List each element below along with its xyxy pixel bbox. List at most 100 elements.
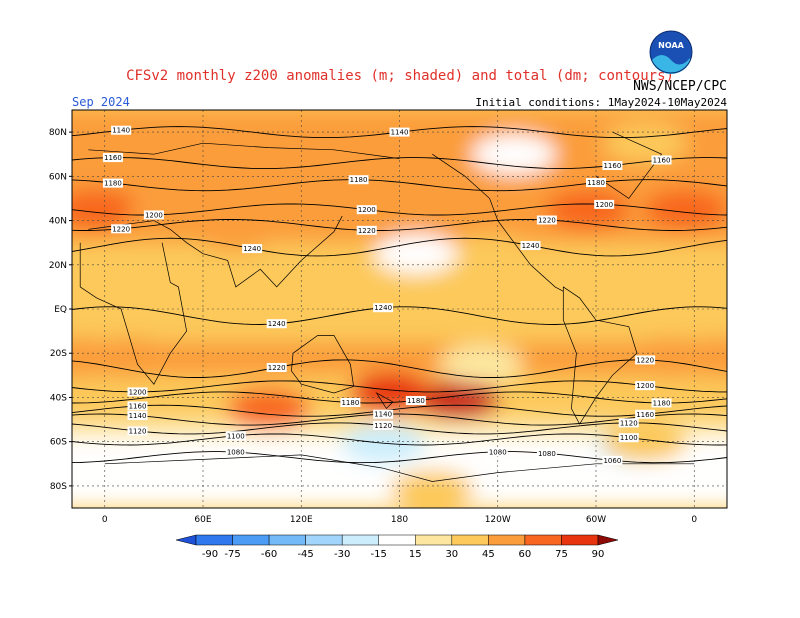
svg-text:1240: 1240 <box>522 242 540 250</box>
svg-text:1200: 1200 <box>129 388 147 396</box>
contour-label: 1180 <box>340 397 361 407</box>
contour-label: 1240 <box>520 241 541 251</box>
contour-label: 1120 <box>127 426 148 436</box>
colorbar-tick-label: -75 <box>224 549 240 560</box>
contour-label: 1180 <box>586 178 606 188</box>
height-contour <box>72 404 727 417</box>
contour-label: 1200 <box>127 387 148 397</box>
contour-label: 1080 <box>487 447 508 457</box>
contour-label: 1180 <box>405 396 426 406</box>
svg-text:1240: 1240 <box>243 245 261 253</box>
svg-text:1160: 1160 <box>653 156 671 164</box>
x-tick-label: 60E <box>194 515 211 525</box>
chart-title: CFSv2 monthly z200 anomalies (m; shaded)… <box>126 68 674 84</box>
grid-lines <box>72 110 727 508</box>
colorbar-box <box>195 534 233 546</box>
x-tick-label: 60W <box>586 515 606 525</box>
y-tick-label: 40N <box>49 217 67 227</box>
contour-label: 1240 <box>242 244 263 254</box>
svg-text:1140: 1140 <box>129 412 147 420</box>
colorbar-box <box>232 534 270 546</box>
height-contour <box>72 433 727 446</box>
height-contour <box>72 219 727 231</box>
coastline <box>595 131 663 199</box>
anomaly-blob <box>603 421 688 462</box>
height-contour <box>72 380 727 393</box>
y-tick-label: 80N <box>49 128 67 138</box>
contour-label: 1160 <box>102 153 123 163</box>
anomaly-blob <box>676 337 727 378</box>
height-contour <box>72 306 727 325</box>
svg-text:1220: 1220 <box>358 227 376 235</box>
contour-label: 1200 <box>594 199 615 209</box>
agency-label: NWS/NCEP/CPC <box>633 79 727 94</box>
colorbar-tick-label: -45 <box>297 549 313 560</box>
y-axis-ticks: 80N 60N 40N 20N EQ 20S 40S 60S 80S <box>49 128 72 492</box>
colorbar-tick-label: -60 <box>261 549 277 560</box>
svg-text:1180: 1180 <box>653 399 671 407</box>
height-contour <box>72 391 727 404</box>
colorbar-box <box>415 534 453 546</box>
x-tick-label: 120E <box>290 515 313 525</box>
x-axis-ticks: 0 60E 120E 180 120W 60W 0 <box>102 515 698 525</box>
height-contour <box>72 413 727 426</box>
contour-label: 1180 <box>651 398 672 408</box>
colorbar-box <box>451 534 489 546</box>
colorbar-box <box>341 534 379 546</box>
svg-text:1080: 1080 <box>227 449 245 457</box>
colorbar-box <box>488 534 526 546</box>
y-tick-label: 20N <box>49 261 67 271</box>
height-contour <box>72 203 727 216</box>
contour-label: 1060 <box>602 455 623 465</box>
svg-text:1180: 1180 <box>341 399 359 407</box>
svg-text:1180: 1180 <box>407 397 425 405</box>
coastline <box>432 153 564 292</box>
height-contour <box>72 237 727 257</box>
contour-label: 1160 <box>127 401 148 411</box>
y-tick-label: 40S <box>50 393 67 403</box>
svg-text:1200: 1200 <box>595 201 613 209</box>
anomaly-blob <box>251 196 336 237</box>
contour-label: 1080 <box>225 447 246 457</box>
colorbar-extend-low <box>175 534 197 546</box>
svg-text:1200: 1200 <box>636 382 654 390</box>
colorbar-extend-high <box>597 534 619 546</box>
contour-label: 1140 <box>111 125 132 135</box>
colorbar-tick-label: -15 <box>371 549 387 560</box>
contour-label: 1200 <box>143 210 164 220</box>
noaa-logo: NOAA <box>649 30 693 75</box>
contour-label: 1220 <box>536 215 557 225</box>
contour-label: 1220 <box>111 224 132 234</box>
x-tick-label: 120W <box>485 515 511 525</box>
y-tick-label: EQ <box>54 305 67 315</box>
colorbar: -90 -75 -60 -45 -30 -15 15 30 45 60 75 90 <box>175 534 619 560</box>
svg-text:1220: 1220 <box>268 364 286 372</box>
coastline <box>79 242 187 385</box>
svg-text:1180: 1180 <box>104 180 122 188</box>
y-tick-label: 60S <box>50 438 67 448</box>
svg-text:1200: 1200 <box>358 206 376 214</box>
contour-label: 1240 <box>266 319 287 329</box>
svg-text:1140: 1140 <box>374 411 392 419</box>
svg-text:1100: 1100 <box>620 434 638 442</box>
anomaly-blob <box>545 189 630 230</box>
contour-label: 1100 <box>618 433 639 443</box>
colorbar-tick-label: 15 <box>409 549 422 560</box>
contour-label: 1140 <box>127 411 148 421</box>
anomaly-band <box>72 342 727 376</box>
initial-conditions: Initial conditions: 1May2024-10May2024 <box>475 96 727 109</box>
anomaly-blob <box>439 344 524 385</box>
svg-text:1180: 1180 <box>350 176 368 184</box>
anomaly-blob <box>341 423 426 464</box>
height-contours <box>72 126 727 464</box>
colorbar-tick-label: -30 <box>334 549 350 560</box>
svg-text:1160: 1160 <box>129 402 147 410</box>
y-tick-label: 60N <box>49 172 67 182</box>
colorbar-tick-label: 60 <box>519 549 532 560</box>
svg-text:1220: 1220 <box>538 217 556 225</box>
contour-label: 1120 <box>373 420 394 430</box>
contour-label: 1080 <box>536 448 557 458</box>
svg-text:1120: 1120 <box>374 422 392 430</box>
coastline <box>88 142 400 159</box>
y-tick-label: 80S <box>50 482 67 492</box>
